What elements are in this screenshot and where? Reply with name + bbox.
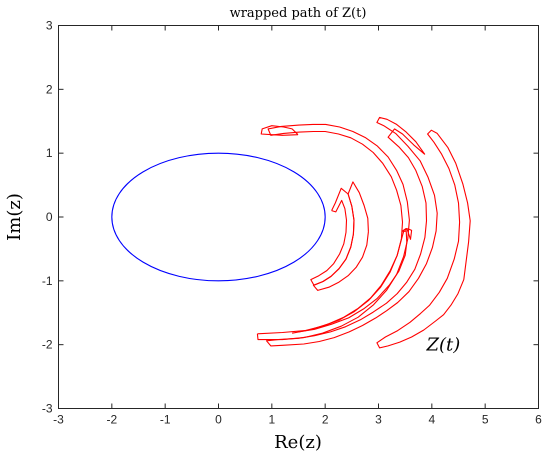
plot-area [58, 25, 539, 409]
y-tick-label: -2 [42, 338, 53, 352]
red-path-segment-4 [297, 230, 408, 333]
data-layer [111, 116, 471, 349]
x-axis-label: Re(z) [274, 432, 322, 453]
y-tick-label: -3 [42, 402, 53, 416]
x-tick-label: -2 [106, 413, 117, 427]
y-tick-label: 1 [46, 146, 53, 160]
red-path-segment-5 [260, 125, 299, 136]
red-path-segment-6 [291, 227, 413, 334]
x-tick-label: 0 [215, 413, 222, 427]
y-tick-label: -1 [42, 274, 53, 288]
x-tick-label: 1 [268, 413, 275, 427]
y-tick-label: 0 [46, 210, 53, 224]
x-tick-label: 2 [322, 413, 329, 427]
x-tick-label: 6 [535, 413, 542, 427]
zt-annotation: Z(t) [426, 335, 461, 356]
x-tick-label: 4 [428, 413, 435, 427]
red-path-segment-1 [376, 129, 471, 349]
chart-title: wrapped path of Z(t) [230, 6, 367, 21]
y-tick-label: 2 [46, 82, 53, 96]
x-tick-label: -1 [160, 413, 171, 427]
axes-ticks: -3 -2 -1 0 1 2 3 4 5 6 -3 -2 -1 0 1 2 3 [42, 19, 542, 427]
y-axis-label: Im(z) [4, 193, 25, 241]
red-path-segment-2 [265, 116, 438, 347]
y-tick-label: 3 [46, 19, 53, 33]
red-path-segment-8 [312, 181, 369, 291]
x-tick-label: -3 [53, 413, 64, 427]
blue-ellipse-curve [111, 152, 326, 282]
x-tick-label: 5 [482, 413, 489, 427]
x-tick-label: 3 [375, 413, 382, 427]
